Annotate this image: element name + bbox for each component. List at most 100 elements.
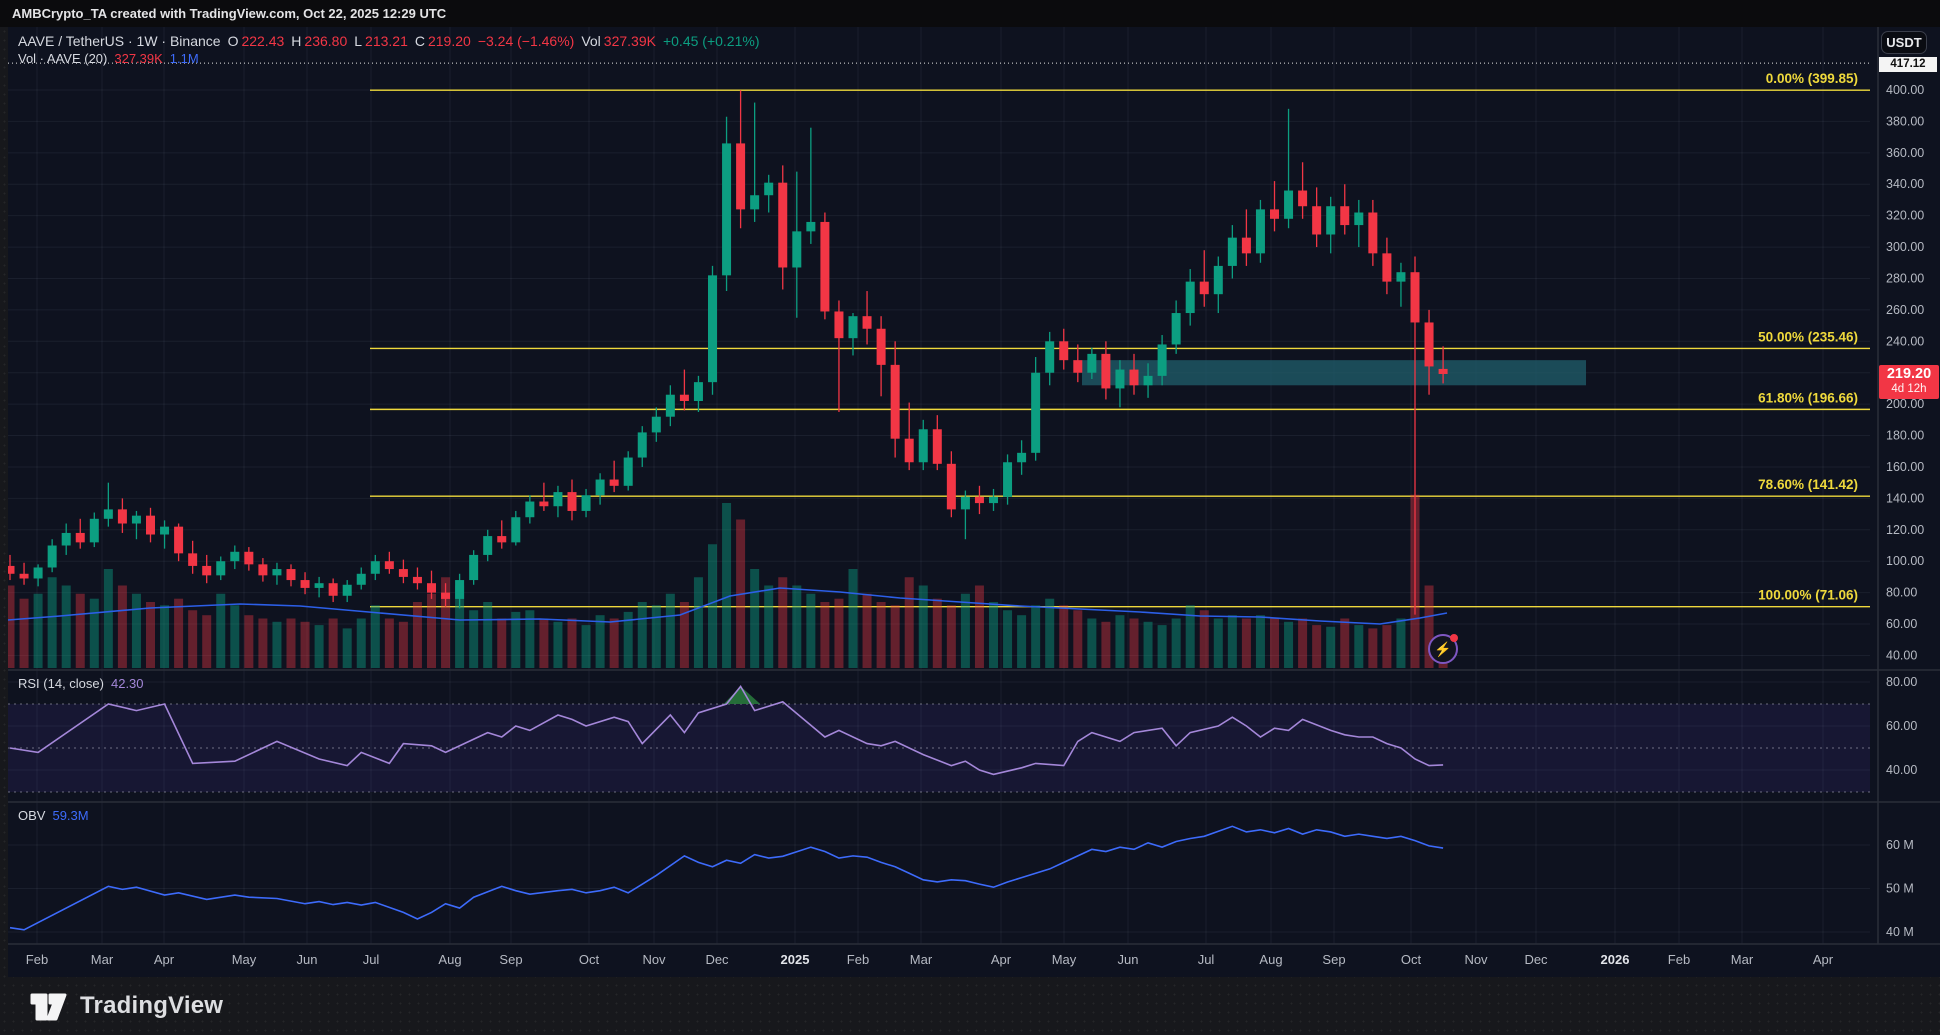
obv-scale-label[interactable]: 40 M	[1886, 925, 1914, 939]
candle-body	[595, 479, 605, 496]
volume-indicator-value: 327.39K	[114, 51, 163, 66]
time-axis-label[interactable]: Feb	[26, 952, 48, 967]
candle-body	[1382, 253, 1392, 282]
candle-body	[1424, 322, 1434, 367]
rsi-overbought-fill	[723, 686, 761, 704]
price-scale-label[interactable]: 300.00	[1886, 240, 1924, 254]
time-axis-label[interactable]: Jun	[1118, 952, 1139, 967]
volume-indicator-legend[interactable]: Vol · AAVE (20) 327.39K 1.1M	[18, 51, 199, 66]
time-axis-label[interactable]: Apr	[991, 952, 1012, 967]
price-scale-label[interactable]: 200.00	[1886, 397, 1924, 411]
obv-legend[interactable]: OBV 59.3M	[18, 808, 89, 823]
time-axis-label[interactable]: May	[232, 952, 257, 967]
price-scale-label[interactable]: 160.00	[1886, 460, 1924, 474]
rsi-scale-label[interactable]: 40.00	[1886, 763, 1917, 777]
price-scale-label[interactable]: 340.00	[1886, 177, 1924, 191]
time-axis-label[interactable]: Mar	[91, 952, 114, 967]
candle-body	[1059, 341, 1069, 361]
price-scale-label[interactable]: 280.00	[1886, 271, 1924, 285]
time-axis-label[interactable]: Nov	[642, 952, 666, 967]
time-axis-label[interactable]: Apr	[1813, 952, 1834, 967]
volume-bar	[595, 615, 605, 668]
candle-body	[230, 551, 240, 562]
rsi-scale-label[interactable]: 60.00	[1886, 719, 1917, 733]
volume-bar	[974, 585, 984, 668]
candle-body	[1143, 375, 1153, 386]
candle-body	[1241, 237, 1251, 254]
rsi-legend[interactable]: RSI (14, close) 42.30	[18, 676, 144, 691]
time-axis-label[interactable]: Jul	[363, 952, 380, 967]
time-axis-label[interactable]: Feb	[847, 952, 869, 967]
time-axis-label[interactable]: Dec	[705, 952, 729, 967]
tradingview-logo-icon[interactable]	[30, 991, 68, 1021]
rsi-scale-label[interactable]: 80.00	[1886, 675, 1917, 689]
volume-bar	[820, 602, 830, 668]
time-axis-label[interactable]: 2025	[781, 952, 810, 967]
candle-body	[750, 195, 760, 210]
price-scale-label[interactable]: 60.00	[1886, 617, 1917, 631]
price-scale-label[interactable]: 100.00	[1886, 554, 1924, 568]
time-axis-label[interactable]: Oct	[1401, 952, 1422, 967]
price-scale-label[interactable]: 400.00	[1886, 83, 1924, 97]
time-axis-label[interactable]: Jul	[1198, 952, 1215, 967]
volume-bar	[722, 503, 732, 668]
price-scale-label[interactable]: 140.00	[1886, 491, 1924, 505]
price-scale-label[interactable]: 260.00	[1886, 303, 1924, 317]
price-scale-label[interactable]: 120.00	[1886, 523, 1924, 537]
volume-bar	[637, 602, 647, 668]
time-axis-label[interactable]: Sep	[1322, 952, 1345, 967]
candle-body	[272, 569, 282, 576]
candle-body	[834, 311, 844, 339]
candle-body	[384, 561, 394, 570]
time-axis-label[interactable]: Jun	[297, 952, 318, 967]
time-axis-label[interactable]: 2026	[1601, 952, 1630, 967]
volume-bar	[567, 618, 577, 668]
volume-bar	[1073, 610, 1083, 668]
price-scale-label[interactable]: 360.00	[1886, 146, 1924, 160]
candle-body	[1298, 190, 1308, 207]
last-price-badge: 219.20 4d 12h	[1879, 365, 1939, 399]
time-axis-label[interactable]: Mar	[910, 952, 933, 967]
last-price-value: 219.20	[1886, 366, 1932, 382]
time-axis-label[interactable]: Aug	[1259, 952, 1282, 967]
candle-body	[623, 457, 633, 486]
volume-bar	[778, 577, 788, 668]
price-scale-label[interactable]: 320.00	[1886, 209, 1924, 223]
time-axis-label[interactable]: Nov	[1464, 952, 1488, 967]
candle-body	[1270, 209, 1279, 219]
time-axis-label[interactable]: Apr	[154, 952, 175, 967]
time-axis-label[interactable]: Sep	[499, 952, 522, 967]
volume-bar	[469, 610, 479, 668]
chart-canvas[interactable]: 0.00% (399.85) 50.00% (235.46) 61.80% (196…	[5, 27, 1940, 977]
symbol-legend[interactable]: AAVE / TetherUS · 1W · Binance O 222.43 H…	[18, 33, 759, 49]
volume-bar	[1199, 610, 1209, 668]
chart-area[interactable]: 0.00% (399.85) 50.00% (235.46) 61.80% (196…	[5, 27, 1940, 977]
volume-bar	[33, 593, 43, 668]
price-scale-label[interactable]: 240.00	[1886, 334, 1924, 348]
price-scale-label[interactable]: 40.00	[1886, 648, 1917, 662]
obv-scale-label[interactable]: 50 M	[1886, 882, 1914, 896]
candle-body	[778, 182, 788, 268]
obv-scale-label[interactable]: 60 M	[1886, 838, 1914, 852]
time-axis-label[interactable]: May	[1052, 952, 1077, 967]
flash-action-button[interactable]: ⚡	[1428, 634, 1458, 664]
obv-line	[9, 825, 1444, 931]
time-axis-label[interactable]: Feb	[1668, 952, 1690, 967]
obv-title: OBV	[18, 808, 46, 823]
candle-body	[328, 583, 338, 596]
time-axis-label[interactable]: Aug	[438, 952, 461, 967]
price-scale-label[interactable]: 180.00	[1886, 429, 1924, 443]
price-scale-label[interactable]: 380.00	[1886, 114, 1924, 128]
time-axis-label[interactable]: Mar	[1731, 952, 1754, 967]
time-axis-label[interactable]: Oct	[579, 952, 600, 967]
candle-body	[146, 515, 155, 535]
volume-bar	[1031, 605, 1041, 668]
time-axis-label[interactable]: Dec	[1524, 952, 1548, 967]
currency-toggle-button[interactable]: USDT	[1881, 31, 1927, 54]
price-scale-label[interactable]: 80.00	[1886, 586, 1917, 600]
tradingview-wordmark[interactable]: TradingView	[80, 992, 224, 1019]
volume-bar	[356, 618, 366, 668]
symbol-title: AAVE / TetherUS · 1W · Binance	[18, 33, 221, 49]
volume-bar	[314, 625, 324, 668]
volume-bar	[427, 593, 436, 668]
